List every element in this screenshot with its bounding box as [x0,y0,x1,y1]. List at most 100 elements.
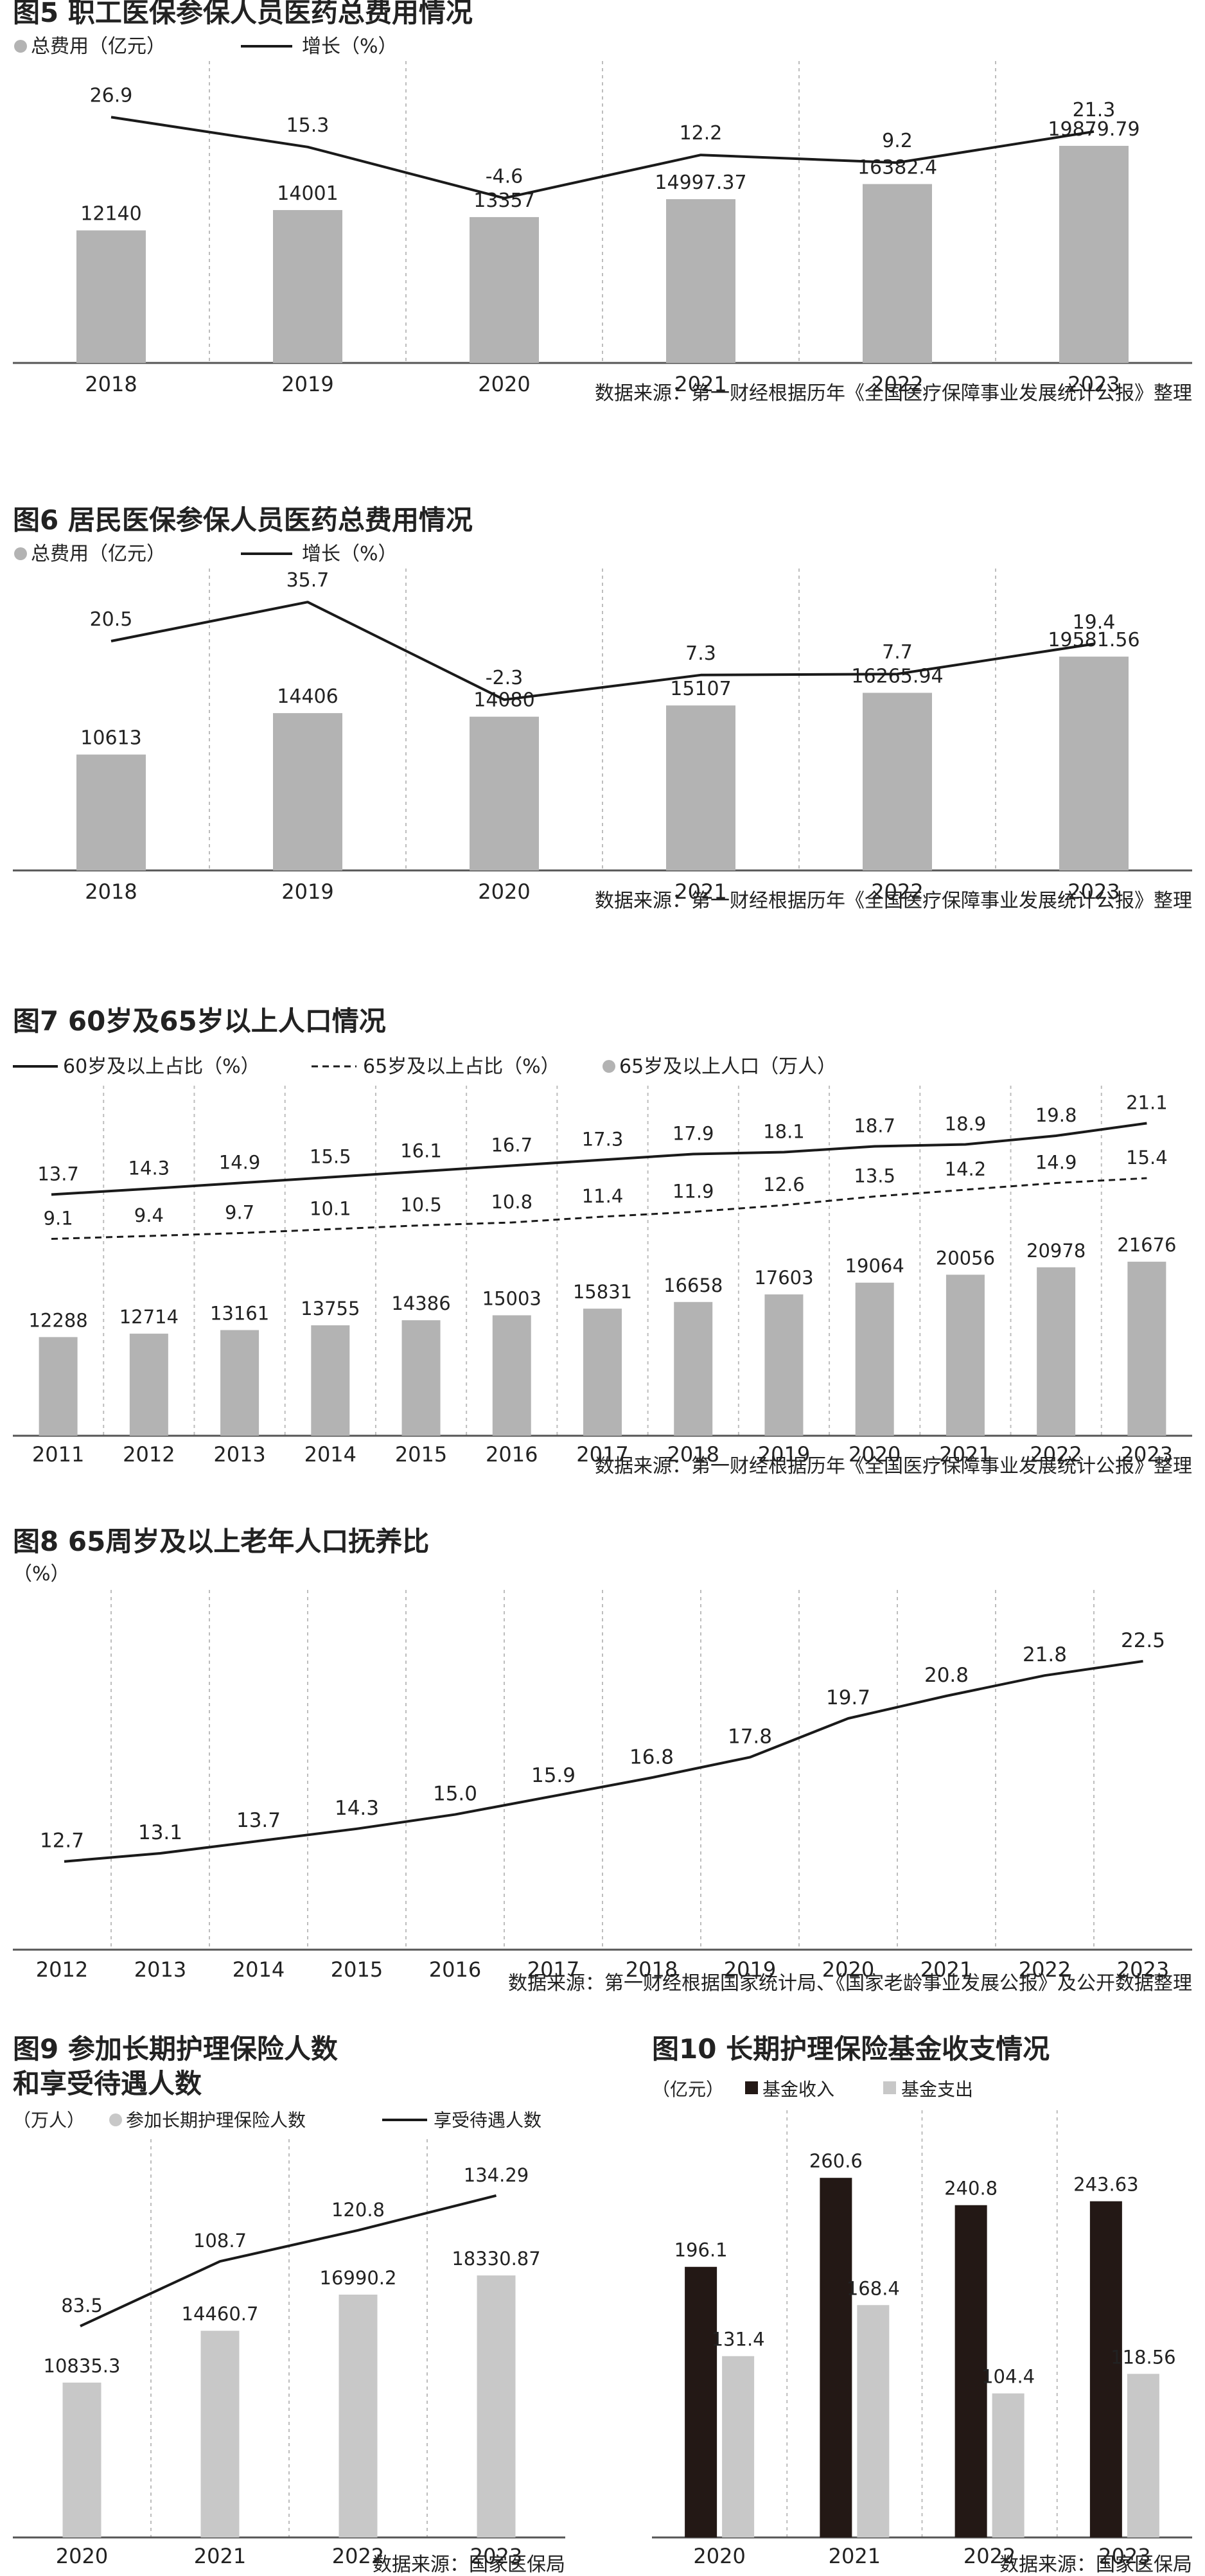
x-tick-label: 2019 [281,879,333,904]
bar-value-label: 10835.3 [44,2355,121,2377]
line-value-label: 19.7 [826,1686,870,1709]
line-60plus-value-label: 18.7 [854,1115,895,1137]
line-value-label: 35.7 [286,569,330,592]
x-tick-label: 2020 [822,1957,874,1982]
legend-bar-swatch [109,2113,122,2126]
line-value-label: 15.9 [531,1764,576,1787]
bar-value-label: 21676 [1117,1234,1176,1256]
x-tick-label: 2015 [395,1442,447,1467]
bar-income-value-label: 243.63 [1073,2174,1138,2196]
line-65plus-value-label: 14.9 [1035,1152,1077,1174]
bar-value-label: 12714 [119,1306,179,1328]
bar [764,1294,804,1436]
line-value-label: 20.5 [90,608,133,631]
bar-income [1089,2201,1122,2537]
bar-value-label: 16658 [664,1275,723,1296]
bar [200,2331,240,2537]
x-tick-label: 2018 [85,879,137,904]
bar-value-label: 16990.2 [320,2267,397,2289]
bar-value-label: 20978 [1026,1240,1086,1262]
chart-title: 图10 长期护理保险基金收支情况 [652,2033,1050,2065]
legend-bar-label: 65岁及以上人口（万人） [619,1055,836,1078]
bar-value-label: 10613 [80,727,141,750]
x-tick-label: 2020 [478,879,530,904]
legend-line-label: 增长（%） [302,543,398,565]
x-tick-label: 2019 [281,372,333,396]
line-value-label: 120.8 [331,2199,385,2221]
bar-expense [722,2356,755,2537]
line-value-label: 15.0 [433,1783,477,1806]
line-65plus [51,1177,1147,1240]
bar-value-label: 13161 [210,1302,269,1324]
x-tick-label: 2018 [626,1957,678,1982]
x-tick-label: 2022 [871,372,923,396]
x-tick-label: 2015 [331,1957,383,1982]
bar [666,705,735,870]
line-value-label: 83.5 [61,2295,103,2316]
x-tick-label: 2012 [123,1442,175,1467]
source-note: 数据来源：第一财经根据国家统计局、《国家老龄事业发展公报》及公开数据整理 [508,1972,1192,1995]
bar-expense-value-label: 118.56 [1111,2346,1175,2368]
bar-value-label: 14997.37 [655,172,746,194]
growth-line [110,601,1095,701]
x-tick-label: 2013 [134,1957,186,1982]
legend-income-swatch [745,2081,758,2094]
legend-income-label: 基金收入 [762,2079,834,2100]
bar [470,216,539,363]
bar-value-label: 16382.4 [858,156,937,179]
bar [129,1334,168,1436]
bar [583,1309,622,1436]
bar [855,1282,894,1436]
bar [1037,1267,1076,1436]
bar-value-label: 20056 [936,1247,995,1269]
bar [1059,657,1129,870]
bar-value-label: 19064 [845,1255,904,1277]
bar-value-label: 14001 [277,182,338,205]
unit-label: （亿元） [652,2079,724,2100]
x-tick-label: 2022 [871,879,923,904]
line-value-label: 12.7 [40,1830,84,1853]
x-tick-label: 2023 [1117,1957,1169,1982]
bar [666,199,735,363]
x-tick-label: 2021 [674,372,726,396]
line-65plus-value-label: 9.1 [44,1208,73,1230]
bar-income [685,2266,717,2537]
line-value-label: 20.8 [924,1664,969,1687]
x-tick-label: 2019 [724,1957,776,1982]
bar-income [954,2205,987,2537]
line-65plus-value-label: 10.8 [491,1191,532,1213]
bar [863,693,932,870]
bar-expense-value-label: 104.4 [981,2366,1035,2388]
bar-income [820,2178,852,2537]
x-tick-label: 2021 [674,879,726,904]
legend-expense-label: 基金支出 [901,2079,973,2100]
x-tick-label: 2022 [963,2544,1016,2568]
line-60plus-value-label: 18.9 [945,1113,987,1135]
line-value-label: 9.2 [882,130,913,152]
chart-title: 图8 65周岁及以上老年人口抚养比 [13,1526,429,1557]
x-tick-label: 2020 [478,372,530,396]
bar [401,1320,441,1436]
bar-income-value-label: 240.8 [944,2178,998,2200]
unit-label: （万人） [13,2110,85,2131]
bar-value-label: 13755 [301,1298,360,1319]
chart-title-line2: 和享受待遇人数 [13,2068,202,2099]
bar-value-label: 14386 [391,1292,450,1314]
line-60plus-value-label: 14.3 [128,1158,170,1179]
bar [62,2382,101,2537]
chart-title: 图7 60岁及65岁以上人口情况 [13,1005,386,1037]
x-tick-label: 2020 [56,2544,108,2568]
line-value-label: 7.3 [685,642,716,665]
x-tick-label: 2016 [429,1957,481,1982]
bar-income-value-label: 260.6 [809,2150,863,2172]
line-value-label: 7.7 [882,641,913,664]
bar-income-value-label: 196.1 [674,2239,728,2261]
x-tick-label: 2023 [1068,879,1120,904]
line-65plus-value-label: 9.7 [225,1202,254,1224]
line-65plus-value-label: 11.9 [673,1181,714,1203]
bar [311,1325,350,1436]
x-tick-label: 2023 [1121,1442,1173,1467]
bar-value-label: 14406 [277,685,338,708]
x-tick-label: 2017 [527,1957,579,1982]
x-tick-label: 2018 [667,1442,719,1467]
